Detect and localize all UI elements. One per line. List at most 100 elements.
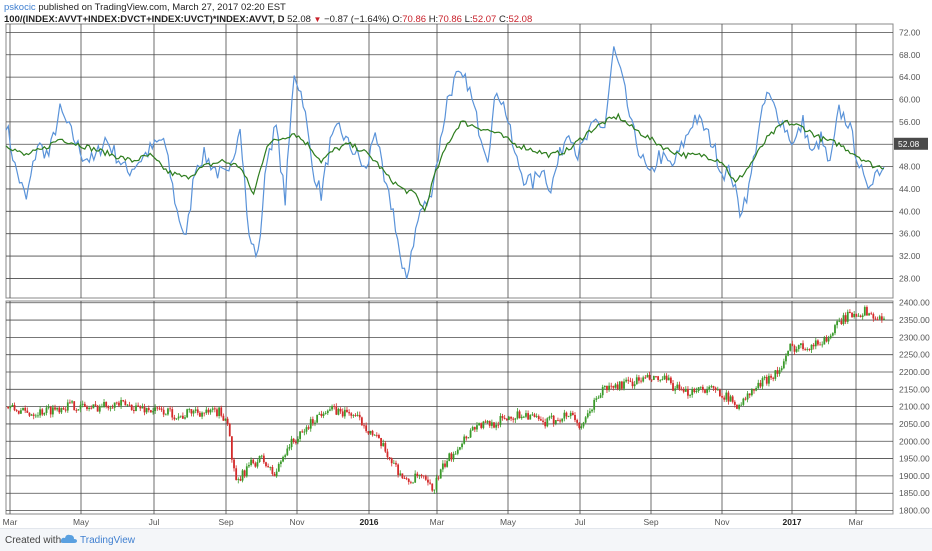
candle-body	[237, 479, 240, 480]
candle-body	[43, 412, 46, 415]
candle-body	[265, 462, 267, 467]
candle-body	[697, 387, 700, 392]
publisher-user[interactable]: pskocic	[4, 2, 36, 13]
candle-body	[154, 407, 157, 412]
candle-body	[365, 425, 368, 432]
candle-body	[840, 320, 843, 324]
candle-body	[863, 307, 866, 316]
candle-body	[188, 409, 191, 410]
candle-body	[318, 413, 321, 415]
candle-body	[152, 411, 154, 413]
candle-body	[808, 349, 811, 350]
candle-body	[392, 462, 395, 464]
candle-body	[275, 471, 278, 477]
candle-body	[768, 375, 770, 384]
upper-pane-grid	[5, 23, 894, 299]
candle-body	[866, 307, 868, 316]
candle-body	[424, 476, 427, 480]
candle-body	[765, 376, 768, 384]
candle-body	[248, 465, 250, 467]
symbol-expression[interactable]: 100/(INDEX:AVVT+INDEX:DVCT+INDEX:UVCT)*I…	[4, 14, 285, 25]
candle-body	[625, 379, 628, 382]
candle-body	[147, 408, 150, 411]
last-value-badge-text: 52.08	[898, 139, 920, 149]
tradingview-cloud-icon[interactable]	[60, 533, 78, 545]
candle-body	[757, 382, 760, 389]
candle-body	[817, 340, 819, 345]
x-tick-label: Sep	[218, 517, 233, 527]
candle-body	[782, 361, 785, 369]
candle-body	[9, 406, 12, 409]
candle-body	[531, 414, 534, 416]
candle-body	[122, 400, 125, 402]
candle-body	[846, 311, 849, 322]
time-axis[interactable]: Mar May Jul Sep Nov 2016 Mar May Jul Sep Nov 2017 Ma…	[3, 517, 864, 527]
candle-body	[360, 417, 363, 426]
x-tick-label: Nov	[289, 517, 305, 527]
candle-body	[680, 389, 683, 391]
y-tick-label: 2100.00	[899, 402, 930, 412]
candle-body	[277, 463, 280, 472]
candle-body	[103, 401, 105, 407]
chart-canvas[interactable]: 72.0068.0064.0060.0056.0052.0048.0044.00…	[0, 0, 932, 528]
candle-body	[527, 413, 530, 420]
candle-body	[503, 417, 506, 419]
candle-body	[567, 416, 570, 417]
candle-body	[171, 409, 174, 418]
price-change: −0.87 (−1.64%)	[324, 14, 390, 25]
candle-body	[250, 459, 252, 466]
candle-body	[367, 431, 370, 434]
candle-body	[145, 408, 148, 413]
candle-body	[755, 388, 758, 391]
candle-body	[780, 368, 783, 371]
candle-body	[412, 482, 414, 484]
candle-body	[695, 391, 698, 393]
candle-body	[139, 406, 142, 409]
price-axes[interactable]: 72.0068.0064.0060.0056.0052.0048.0044.00…	[894, 27, 930, 516]
candle-body	[348, 412, 351, 414]
x-tick-label: Jul	[575, 517, 586, 527]
candle-body	[518, 411, 521, 419]
candle-body	[514, 418, 517, 420]
candle-body	[194, 409, 197, 411]
candle-body	[410, 481, 412, 483]
candle-body	[173, 417, 176, 420]
candle-body	[397, 464, 400, 475]
candle-body	[789, 343, 792, 351]
candle-body	[505, 418, 508, 420]
candle-body	[565, 412, 568, 417]
candle-body	[623, 381, 625, 389]
candle-body	[661, 379, 664, 380]
y-tick-label: 2150.00	[899, 384, 930, 394]
y-tick-label: 1850.00	[899, 488, 930, 498]
candle-body	[371, 430, 374, 436]
candle-body	[273, 473, 276, 477]
candle-body	[665, 375, 668, 381]
candle-body	[473, 427, 476, 430]
candle-body	[476, 425, 478, 430]
candle-body	[54, 407, 56, 410]
candle-body	[32, 414, 35, 416]
candle-body	[305, 427, 308, 432]
candle-body	[341, 411, 344, 417]
candle-body	[105, 401, 108, 407]
candle-body	[446, 461, 449, 467]
candle-body	[876, 319, 879, 321]
candle-body	[333, 406, 336, 407]
candle-body	[322, 413, 325, 416]
candle-body	[60, 408, 63, 413]
candle-body	[719, 389, 721, 396]
tradingview-brand-link[interactable]: TradingView	[80, 535, 136, 546]
candle-body	[73, 401, 76, 411]
candle-body	[682, 389, 685, 392]
candle-body	[132, 410, 135, 412]
candle-body	[207, 409, 210, 413]
candle-body	[343, 409, 346, 417]
candle-body	[603, 386, 606, 388]
candle-body	[646, 374, 649, 378]
candle-body	[678, 384, 681, 390]
candle-body	[776, 370, 779, 374]
candle-body	[806, 349, 809, 350]
candle-body	[802, 343, 804, 350]
candle-body	[49, 407, 52, 415]
